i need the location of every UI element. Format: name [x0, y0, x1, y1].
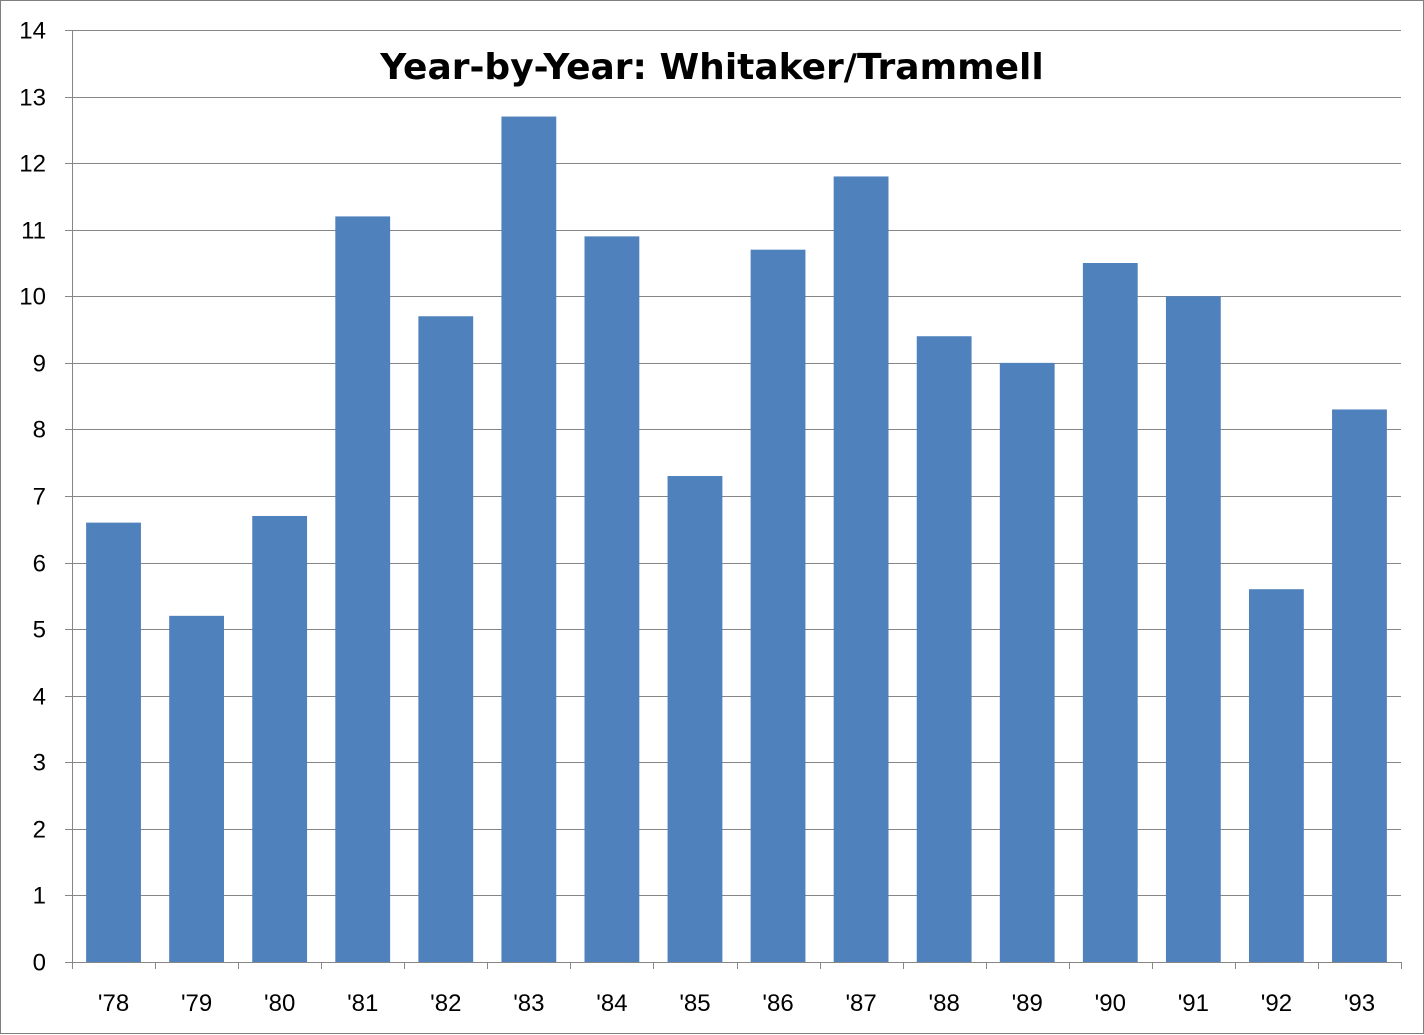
chart-title: Year-by-Year: Whitaker/Trammell: [379, 47, 1043, 88]
bar-79: [169, 615, 225, 962]
x-tick-label: '89: [1012, 990, 1043, 1017]
y-tick-label: 12: [19, 151, 46, 178]
y-tick-label: 7: [33, 484, 46, 511]
x-tick-label: '84: [596, 990, 627, 1017]
y-tick-label: 0: [33, 950, 46, 977]
y-tick-label: 2: [33, 817, 46, 844]
x-tick-labels: '78 '79 '80 '81 '82 '83 '84 '85 '86 '87 '88 '89 '90 '…: [98, 990, 1375, 1017]
x-tick-label: '78: [98, 990, 129, 1017]
y-tick-label: 4: [33, 684, 46, 711]
x-tick-label: '87: [845, 990, 876, 1017]
x-tick-label: '88: [929, 990, 960, 1017]
y-tick-label: 8: [33, 417, 46, 444]
x-tick-label: '79: [181, 990, 212, 1017]
bar-82: [418, 316, 474, 962]
y-tick-label: 3: [33, 750, 46, 777]
bar-87: [833, 176, 889, 962]
bar-88: [916, 336, 972, 962]
x-tick-label: '83: [513, 990, 544, 1017]
bar-78: [86, 522, 141, 962]
bar-93: [1332, 409, 1387, 962]
bar-85: [667, 476, 723, 962]
axes: [65, 30, 1402, 969]
y-tick-label: 9: [33, 351, 46, 378]
x-tick-label: '93: [1344, 990, 1375, 1017]
y-tick-label: 13: [19, 85, 46, 112]
bar-92: [1248, 589, 1304, 962]
bar-91: [1165, 296, 1221, 962]
y-tick-label: 6: [33, 551, 46, 578]
bar-80: [252, 515, 308, 962]
bar-81: [335, 216, 391, 962]
x-tick-label: '92: [1261, 990, 1292, 1017]
x-tick-label: '85: [679, 990, 710, 1017]
y-tick-label: 1: [33, 883, 46, 910]
x-tick-label: '80: [264, 990, 295, 1017]
x-tick-label: '81: [347, 990, 378, 1017]
y-tick-label: 5: [33, 617, 46, 644]
bar-90: [1082, 263, 1138, 962]
y-tick-label: 14: [19, 18, 46, 45]
bar-89: [999, 362, 1055, 962]
bar-83: [501, 116, 557, 963]
bars: [86, 116, 1387, 963]
x-tick-label: '82: [430, 990, 461, 1017]
x-tick-label: '86: [762, 990, 793, 1017]
y-tick-label: 10: [19, 284, 46, 311]
bar-86: [750, 249, 806, 962]
x-tick-label: '91: [1178, 990, 1209, 1017]
x-tick-label: '90: [1095, 990, 1126, 1017]
bar-84: [584, 236, 640, 962]
y-tick-label: 11: [21, 218, 46, 245]
